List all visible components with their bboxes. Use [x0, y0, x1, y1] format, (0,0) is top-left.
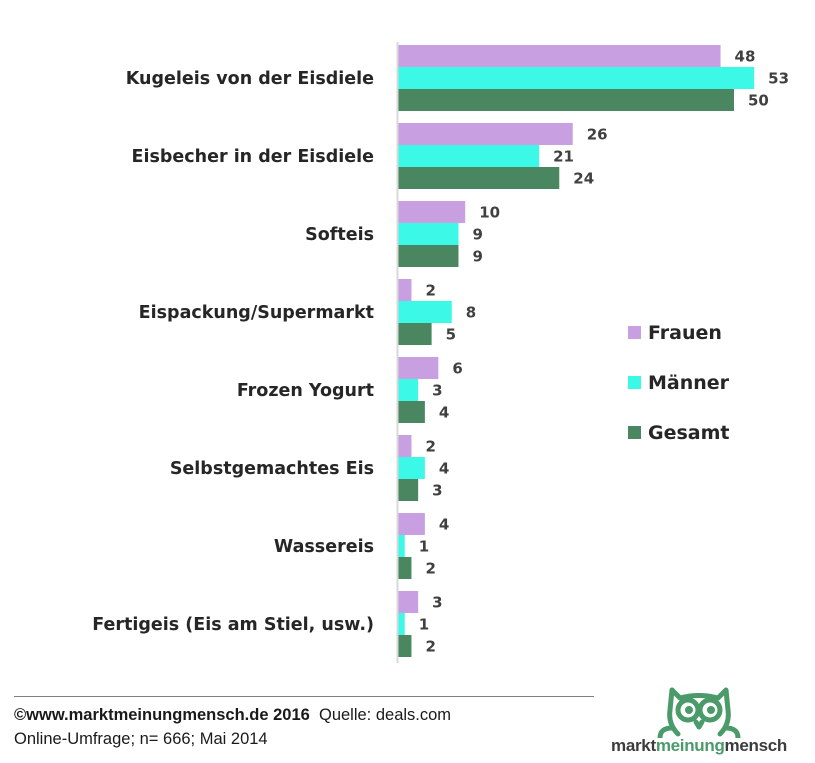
data-label: 1 [419, 616, 429, 634]
bar-chart: Kugeleis von der Eisdiele Eisbecher in de… [92, 42, 789, 663]
bar-frauen-0 [398, 45, 721, 67]
legend-swatch-2 [628, 426, 641, 439]
data-label: 24 [573, 170, 594, 188]
brand-logo: marktmeinungmensch [594, 684, 804, 760]
category-label: Eisbecher in der Eisdiele [132, 147, 375, 167]
legend-label: Gesamt [648, 422, 730, 444]
data-label: 2 [425, 438, 435, 456]
footer-line-1: ©www.marktmeinungmensch.de 2016 Quelle: … [14, 703, 451, 727]
bar-frauen-3 [398, 279, 412, 301]
data-label: 50 [748, 92, 769, 110]
bar-maenner-4 [398, 379, 419, 401]
data-label: 2 [425, 560, 435, 578]
data-label: 8 [466, 304, 476, 322]
legend-swatch-1 [628, 376, 641, 389]
data-label: 4 [439, 404, 449, 422]
bar-gesamt-6 [398, 557, 412, 579]
owl-icon [657, 687, 741, 738]
data-label: 5 [446, 326, 456, 344]
category-label: Softeis [305, 225, 374, 245]
data-label: 6 [452, 360, 462, 378]
data-label: 21 [553, 148, 574, 166]
category-label: Fertigeis (Eis am Stiel, usw.) [92, 615, 374, 635]
legend-swatch-0 [628, 326, 641, 339]
logo-wordmark: marktmeinungmensch [594, 736, 804, 756]
source-text: Quelle: deals.com [318, 706, 452, 724]
data-label: 1 [419, 538, 429, 556]
data-label: 53 [768, 70, 789, 88]
survey-info: Online-Umfrage; n= 666; Mai 2014 [14, 730, 268, 748]
data-label: 3 [432, 594, 442, 612]
bar-frauen-5 [398, 435, 412, 457]
category-label: Eispackung/Supermarkt [139, 303, 374, 323]
footer-divider [14, 696, 594, 697]
bar-gesamt-5 [398, 479, 419, 501]
bar-frauen-6 [398, 513, 425, 535]
bar-gesamt-4 [398, 401, 425, 423]
bar-frauen-4 [398, 357, 439, 379]
bar-frauen-1 [398, 123, 573, 145]
legend: Frauen Männer Gesamt [628, 322, 730, 444]
bar-gesamt-3 [398, 323, 432, 345]
data-label: 2 [425, 638, 435, 656]
data-label: 4 [439, 516, 449, 534]
bar-maenner-7 [398, 613, 405, 635]
data-label: 10 [479, 204, 500, 222]
category-label: Frozen Yogurt [237, 381, 374, 401]
data-label: 3 [432, 382, 442, 400]
data-label: 9 [472, 226, 482, 244]
bar-maenner-0 [398, 67, 755, 89]
data-label: 26 [587, 126, 608, 144]
bar-maenner-3 [398, 301, 452, 323]
legend-label: Männer [648, 372, 730, 394]
footer: ©www.marktmeinungmensch.de 2016 Quelle: … [14, 703, 451, 751]
bar-frauen-2 [398, 201, 466, 223]
category-label: Kugeleis von der Eisdiele [126, 69, 374, 89]
data-label: 9 [472, 248, 482, 266]
bar-gesamt-7 [398, 635, 412, 657]
logo-text-mensch: mensch [724, 736, 788, 755]
bar-maenner-5 [398, 457, 425, 479]
bar-gesamt-1 [398, 167, 560, 189]
bar-gesamt-2 [398, 245, 459, 267]
data-label: 2 [425, 282, 435, 300]
category-label: Wassereis [274, 537, 374, 557]
bar-maenner-6 [398, 535, 405, 557]
category-label: Selbstgemachtes Eis [170, 459, 374, 479]
bar-frauen-7 [398, 591, 419, 613]
bar-gesamt-0 [398, 89, 734, 111]
data-label: 3 [432, 482, 442, 500]
data-label: 4 [439, 460, 449, 478]
bar-maenner-1 [398, 145, 540, 167]
logo-text-markt: markt [611, 736, 656, 755]
bar-maenner-2 [398, 223, 459, 245]
logo-text-meinung: meinung [655, 736, 725, 755]
copyright-text: ©www.marktmeinungmensch.de 2016 [14, 706, 310, 724]
legend-label: Frauen [648, 322, 722, 344]
data-label: 48 [735, 48, 756, 66]
